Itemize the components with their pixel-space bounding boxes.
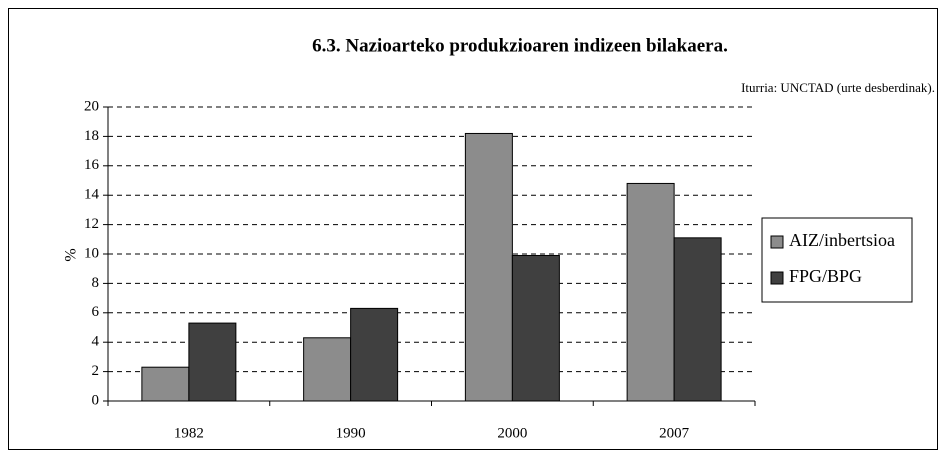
legend-box [761,217,913,303]
legend-swatch [770,271,784,285]
source-note: Iturria: UNCTAD (urte desberdinak). [741,80,935,95]
chart-title: 6.3. Nazioarteko produkzioaren indizeen … [312,35,728,56]
x-tick-label: 2007 [659,425,690,441]
bar [464,132,513,402]
y-tick-label: 14 [84,187,100,203]
y-tick-label: 16 [84,157,100,173]
bar [673,237,722,402]
legend-label: FPG/BPG [789,266,862,286]
bar [188,322,237,402]
bar [350,307,399,402]
y-tick-label: 18 [84,128,99,144]
y-tick-label: 2 [92,363,100,379]
y-tick-label: 10 [84,245,99,261]
bar [626,182,675,402]
bar [511,254,560,402]
bar [141,366,190,402]
y-tick-label: 0 [92,392,100,408]
x-tick-label: 1982 [174,425,204,441]
legend-swatch [770,235,784,249]
legend-label: AIZ/inbertsioa [789,230,895,250]
x-tick-label: 2000 [497,425,527,441]
y-tick-label: 20 [84,98,99,114]
y-tick-label: 12 [84,216,99,232]
bar [303,337,352,402]
y-tick-label: 8 [92,275,100,291]
y-tick-label: 6 [92,304,100,320]
y-axis-label: % [63,248,80,261]
y-tick-label: 4 [92,334,100,350]
x-tick-label: 1990 [336,425,366,441]
